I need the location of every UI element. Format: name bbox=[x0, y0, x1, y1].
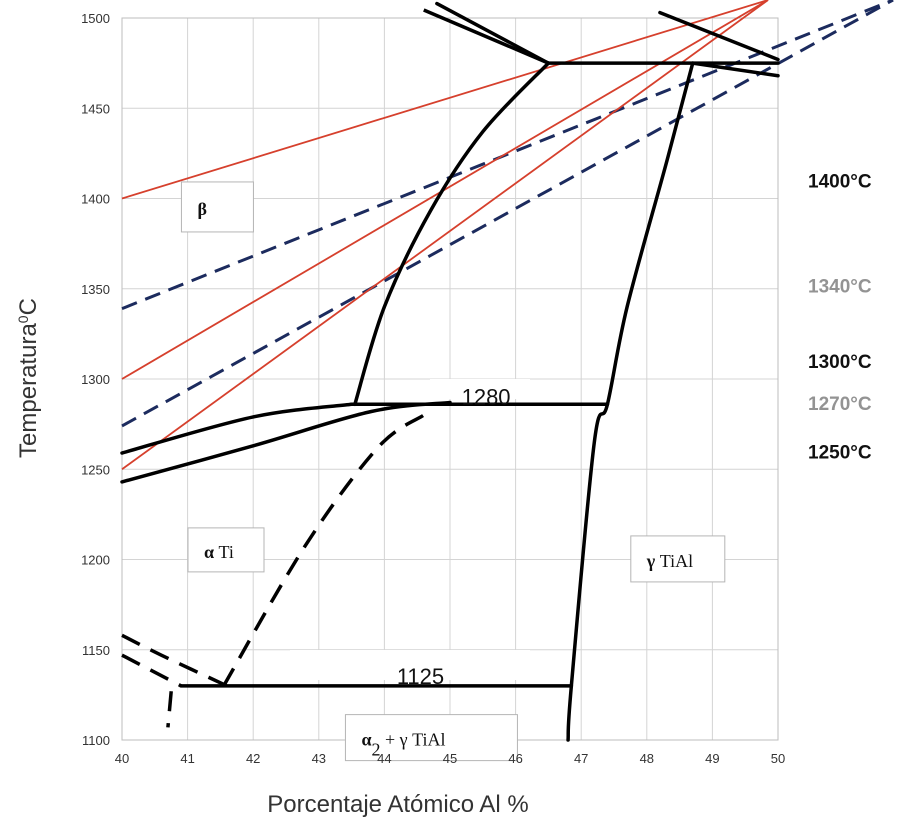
y-tick-label: 1450 bbox=[81, 101, 110, 116]
invariant-label-1280: 1280 bbox=[462, 384, 511, 409]
y-axis-label: Temperatura0C bbox=[15, 298, 42, 458]
label-patch-1125 bbox=[290, 650, 530, 680]
y-tick-labels: 1100 1150 1200 1250 1300 1350 1400 1450 1500 bbox=[81, 11, 110, 748]
boundary-alpha2-left-dashed-1 bbox=[121, 633, 228, 688]
temperature-label: 1270°C bbox=[808, 394, 872, 415]
phase-label-box bbox=[344, 714, 518, 762]
y-tick-label: 1100 bbox=[82, 733, 110, 748]
phase-label-greek: β bbox=[197, 199, 206, 219]
y-tick-label: 1200 bbox=[81, 553, 110, 568]
phase-label: β bbox=[180, 181, 254, 233]
x-tick-label: 49 bbox=[705, 751, 719, 766]
x-tick-label: 50 bbox=[771, 751, 785, 766]
x-tick-label: 47 bbox=[574, 751, 588, 766]
boundary-alpha-lower bbox=[120, 400, 452, 484]
phase-label-box bbox=[187, 527, 265, 573]
phase-label-box bbox=[630, 535, 726, 583]
boundary-peritectic-1475-left bbox=[435, 1, 551, 65]
phase-label-greek: γ bbox=[646, 551, 656, 571]
y-axis-label-sup: 0 bbox=[15, 315, 31, 323]
annealing-line-1274 bbox=[121, 0, 894, 428]
temperature-label: 1340°C bbox=[808, 277, 872, 298]
x-axis-label: Porcentaje Atómico Al % bbox=[267, 791, 528, 818]
phase-label-text: β bbox=[197, 199, 206, 219]
annealing-line-1400 bbox=[121, 0, 769, 200]
y-tick-label: 1350 bbox=[81, 282, 110, 297]
boundary-alpha-beta-transus bbox=[353, 61, 551, 407]
boundary-alpha-upper bbox=[120, 402, 354, 455]
phase-label-box bbox=[180, 181, 254, 233]
phase-label-rest: Ti bbox=[214, 542, 234, 562]
phase-label-text: α2 + γ TiAl bbox=[361, 730, 445, 760]
boundary-upper-right-1 bbox=[658, 10, 780, 62]
temperature-label: 1400°C bbox=[808, 172, 872, 193]
boundary-alpha2-dashed bbox=[222, 413, 425, 687]
y-tick-label: 1150 bbox=[82, 643, 110, 658]
temperature-label: 1250°C bbox=[808, 442, 872, 463]
y-tick-label: 1250 bbox=[81, 462, 110, 477]
phase-label-rest: + γ TiAl bbox=[380, 730, 445, 750]
phase-boundaries bbox=[120, 1, 780, 742]
phase-label-text: γ TiAl bbox=[646, 551, 693, 571]
phase-label-rest: TiAl bbox=[655, 551, 693, 571]
invariant-labels: 1280 1125 bbox=[397, 384, 511, 689]
boundary-upper-right-2 bbox=[690, 61, 780, 78]
annealing-lines bbox=[121, 0, 894, 470]
x-tick-label: 43 bbox=[312, 751, 326, 766]
temperature-labels: 1400°C 1340°C 1300°C 1270°C 1250°C bbox=[808, 172, 872, 464]
x-tick-label: 44 bbox=[377, 751, 391, 766]
x-tick-label: 46 bbox=[508, 751, 522, 766]
phase-label-greek: α bbox=[204, 542, 214, 562]
phase-label: γ TiAl bbox=[630, 535, 726, 583]
phase-label: α Ti bbox=[187, 527, 265, 573]
x-tick-label: 41 bbox=[180, 751, 194, 766]
phase-label-sub: 2 bbox=[371, 740, 380, 760]
temperature-label: 1300°C bbox=[808, 352, 872, 373]
x-tick-label: 45 bbox=[443, 751, 457, 766]
phase-label: α2 + γ TiAl bbox=[344, 714, 518, 762]
y-axis-label-text: Temperatura bbox=[15, 323, 42, 458]
label-patch-1280 bbox=[430, 379, 530, 399]
annealing-line-1250 bbox=[121, 0, 769, 470]
invariant-label-1125: 1125 bbox=[397, 664, 444, 689]
boundary-upper-left-diagonal bbox=[423, 8, 550, 65]
x-tick-labels: 40 41 42 43 44 45 46 47 48 49 50 bbox=[115, 751, 785, 766]
y-tick-label: 1300 bbox=[81, 372, 110, 387]
x-tick-label: 40 bbox=[115, 751, 129, 766]
annealing-line-1339 bbox=[121, 0, 894, 310]
x-tick-label: 48 bbox=[640, 751, 654, 766]
boundary-alpha2-left-dashed-2 bbox=[121, 653, 182, 688]
phase-label-greek: α bbox=[361, 730, 371, 750]
x-tick-label: 42 bbox=[246, 751, 260, 766]
phase-label-text: α Ti bbox=[204, 542, 234, 562]
y-tick-label: 1400 bbox=[81, 192, 110, 207]
y-tick-label: 1500 bbox=[81, 11, 110, 26]
boundary-alpha2-bottom-dashed bbox=[166, 691, 173, 728]
y-axis-label-unit: C bbox=[15, 298, 42, 315]
